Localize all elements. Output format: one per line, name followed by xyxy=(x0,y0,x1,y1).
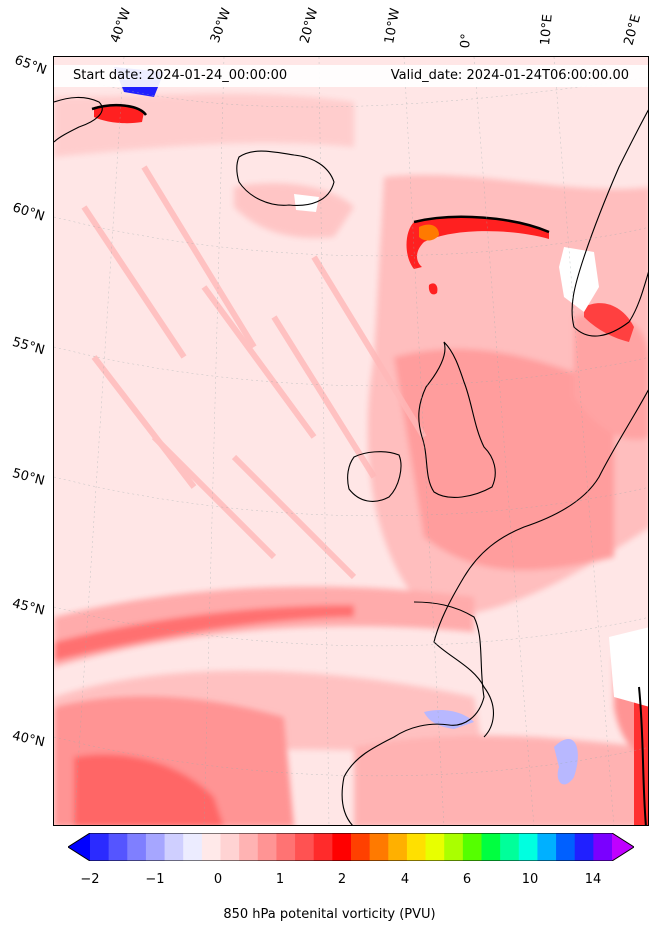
lat-label-60n: 60°N xyxy=(10,200,47,225)
colorbar-cell xyxy=(239,833,259,861)
colorbar-cell xyxy=(425,833,445,861)
colorbar-cell xyxy=(90,833,110,861)
pv-field xyxy=(54,57,648,825)
cbar-tick-label: 6 xyxy=(462,872,472,887)
colorbar-cell xyxy=(295,833,315,861)
colorbar-cell xyxy=(183,833,203,861)
colorbar-cell xyxy=(201,833,221,861)
colorbar-cell xyxy=(574,833,594,861)
lon-label-20w: 20°W xyxy=(297,6,322,45)
lon-label-20e: 20°E xyxy=(621,12,645,48)
colorbar-cell xyxy=(145,833,166,861)
cbar-tick-label: 10 xyxy=(521,872,539,887)
lon-label-40w: 40°W xyxy=(107,6,135,45)
lon-label-0: 0° xyxy=(458,32,475,49)
colorbar-cell xyxy=(257,833,277,861)
colorbar-cell xyxy=(406,833,427,861)
colorbar-extend-max xyxy=(612,833,634,861)
colorbar xyxy=(68,833,634,861)
colorbar-cell xyxy=(108,833,128,861)
colorbar-cell xyxy=(518,833,538,861)
colorbar-cell xyxy=(537,833,557,861)
colorbar-cell xyxy=(500,833,520,861)
lat-label-40n: 40°N xyxy=(10,728,47,751)
colorbar-cell xyxy=(276,833,296,861)
cbar-tick-label: −1 xyxy=(145,872,165,887)
colorbar-cell xyxy=(388,833,408,861)
cbar-tick-label: 4 xyxy=(400,872,410,887)
colorbar-extend-min xyxy=(68,833,90,861)
lat-label-45n: 45°N xyxy=(10,596,47,619)
colorbar-cell xyxy=(127,833,147,861)
colorbar-cell xyxy=(351,833,371,861)
colorbar-cell xyxy=(556,833,576,861)
valid-date-label: Valid_date: 2024-01-24T06:00:00.00 xyxy=(390,68,629,83)
colorbar-cell xyxy=(593,833,613,861)
colorbar-cell xyxy=(164,833,184,861)
start-date-label: Start date: 2024-01-24_00:00:00 xyxy=(73,68,288,83)
lon-label-30w: 30°W xyxy=(207,6,235,45)
cbar-tick-label: 14 xyxy=(584,872,602,887)
colorbar-cell xyxy=(462,833,482,861)
lat-label-65n: 65°N xyxy=(12,52,49,79)
colorbar-cell xyxy=(444,833,464,861)
colorbar-cell xyxy=(220,833,240,861)
lon-label-10w: 10°W xyxy=(382,7,404,46)
lat-label-55n: 55°N xyxy=(10,334,47,359)
cbar-tick-label: 1 xyxy=(275,872,285,887)
colorbar-title: 850 hPa potenital vorticity (PVU) xyxy=(223,907,436,922)
cbar-tick-label: 2 xyxy=(337,872,347,887)
colorbar-cell xyxy=(369,833,389,861)
colorbar-cell xyxy=(313,833,333,861)
cbar-tick-label: 0 xyxy=(213,872,223,887)
colorbar-cell xyxy=(332,833,352,861)
cbar-tick-label: −2 xyxy=(80,872,100,887)
header-strip xyxy=(54,65,648,87)
colorbar-cell xyxy=(481,833,501,861)
lon-label-10e: 10°E xyxy=(538,13,556,47)
lat-label-50n: 50°N xyxy=(10,466,47,489)
map-panel: Start date: 2024-01-24_00:00:00 Valid_da… xyxy=(53,56,649,826)
